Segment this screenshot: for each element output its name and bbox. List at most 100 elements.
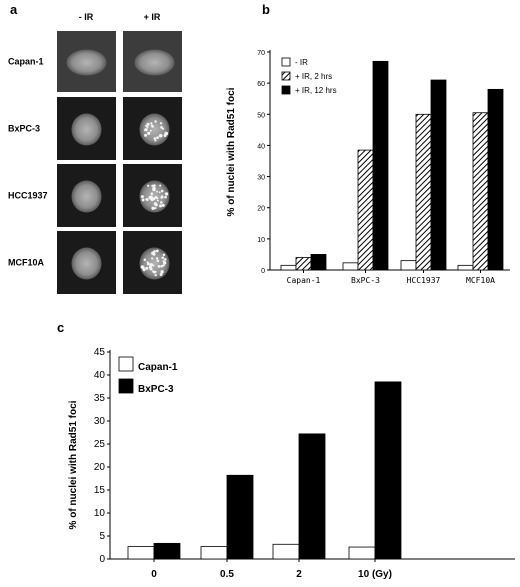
- rad51-focus-dot: [156, 197, 159, 200]
- bar-ir-hcc1937: [400, 260, 417, 271]
- panel-c: c % of nuclei with Rad51 foci 0510152025…: [57, 320, 515, 580]
- rad51-focus-dot: [162, 264, 165, 267]
- legend-label-ir: - IR: [295, 58, 308, 67]
- rad51-focus-dot: [146, 262, 150, 266]
- rad51-focus-dot: [152, 270, 155, 273]
- rad51-focus-dot: [158, 133, 163, 138]
- rad51-focus-dot: [147, 184, 150, 187]
- rad51-focus-dot: [156, 259, 160, 263]
- rad51-focus-dot: [162, 253, 166, 257]
- rad51-focus-dot: [141, 198, 145, 202]
- bar-ir-12-hrs-mcf10a: [487, 88, 504, 271]
- panel-c-letter: c: [57, 320, 64, 335]
- rad51-focus-dot: [159, 204, 163, 208]
- nucleus-bxpc-3-minus-ir: [71, 113, 102, 146]
- rad51-focus-dot: [160, 264, 164, 268]
- rad51-focus-dot: [154, 207, 157, 210]
- panel-a: a - IR + IR Capan-1 BxPC-3 HCC1937 MCF10A: [8, 2, 182, 294]
- panel-a-letter: a: [10, 2, 18, 17]
- chartB-y-tick-label: 40: [257, 143, 265, 150]
- nucleus-bxpc-3-plus-ir: [139, 113, 170, 146]
- bar-ir-2-hrs-capan-1: [295, 257, 312, 271]
- rad51-focus-dot: [150, 124, 153, 127]
- legend-label-ir-12-hrs: + IR, 12 hrs: [295, 86, 337, 95]
- chartC-y-tick-label: 35: [94, 393, 106, 404]
- rad51-focus-dot: [153, 137, 157, 140]
- chartC-y-tick-label: 30: [94, 416, 106, 427]
- rad51-focus-dot: [160, 195, 164, 199]
- category-label-bxpc-3: BxPC-3: [351, 276, 380, 285]
- chartC-y-tick-label: 10: [94, 508, 106, 519]
- bar-ir-capan-1: [280, 264, 297, 271]
- col-header-minus-ir: - IR: [79, 12, 94, 22]
- bar-bxpc-3-0-5: [226, 474, 254, 560]
- rad51-focus-dot: [145, 198, 149, 201]
- rad51-focus-dot: [156, 136, 159, 140]
- rad51-focus-dot: [158, 265, 161, 268]
- legend-label-bxpc-3: BxPC-3: [138, 384, 174, 395]
- category-label-mcf10a: MCF10A: [466, 276, 495, 285]
- chartB-y-tick-label: 60: [257, 81, 265, 88]
- rad51-focus-dot: [152, 197, 156, 201]
- chartC-y-tick-label: 0: [99, 554, 105, 565]
- rad51-focus-dot: [154, 120, 157, 123]
- rad51-focus-dot: [150, 195, 153, 198]
- rad51-focus-dot: [149, 267, 153, 271]
- bar-capan-1-0: [127, 546, 155, 560]
- category-label-0-5: 0.5: [220, 569, 234, 580]
- rad51-focus-dot: [155, 257, 159, 260]
- nucleus-hcc1937-plus-ir: [139, 180, 170, 213]
- nucleus-mcf10a-minus-ir: [71, 247, 102, 280]
- legend-label-capan-1: Capan-1: [138, 362, 178, 373]
- rad51-focus-dot: [162, 260, 165, 262]
- rad51-focus-dot: [142, 268, 146, 272]
- rad51-focus-dot: [143, 258, 147, 262]
- rad51-focus-dot: [160, 189, 164, 193]
- rad51-focus-dot: [154, 270, 157, 273]
- rad51-focus-dot: [159, 122, 163, 125]
- row-label-mcf10a: MCF10A: [8, 258, 45, 268]
- bar-capan-1-0-5: [200, 546, 228, 560]
- rad51-focus-dot: [152, 186, 156, 191]
- rad51-focus-dot: [150, 122, 153, 125]
- legend-swatch-capan-1: [118, 356, 134, 372]
- rad51-focus-dot: [154, 139, 157, 142]
- rad51-focus-dot: [158, 191, 161, 194]
- rad51-focus-dot: [146, 126, 149, 129]
- rad51-focus-dot: [156, 199, 159, 202]
- legend-swatch-ir: [281, 57, 291, 67]
- panel-c-chart: 0 5 10 15 20 25 30 35 40 45 0 0.5 2 10 (Gy) Capan-1 BxP…: [94, 347, 515, 580]
- legend-swatch-ir-12-hrs: [281, 85, 291, 95]
- rad51-focus-dot: [151, 206, 155, 210]
- chartC-y-tick-label: 40: [94, 370, 106, 381]
- rad51-focus-dot: [146, 122, 150, 126]
- chartB-y-tick-label: 30: [257, 175, 265, 182]
- category-label-hcc1937: HCC1937: [407, 276, 441, 285]
- bar-ir-mcf10a: [457, 264, 474, 271]
- bar-bxpc-3-0: [153, 542, 181, 560]
- rad51-focus-dot: [144, 133, 148, 137]
- rad51-focus-dot: [147, 131, 151, 135]
- panel-b-chart: 0 10 20 30 40 50 60 70 Capan-1 BxPC-3 HCC1937 MCF10…: [257, 50, 510, 285]
- rad51-focus-dot: [149, 129, 152, 132]
- row-label-bxpc-3: BxPC-3: [8, 124, 40, 134]
- bar-capan-1-2: [272, 543, 300, 560]
- rad51-focus-dot: [140, 195, 144, 199]
- bar-ir-2-hrs-bxpc-3: [357, 149, 374, 271]
- chartC-y-tick-label: 45: [94, 347, 106, 358]
- chartB-y-tick-label: 20: [257, 206, 265, 213]
- rad51-focus-dot: [164, 258, 167, 261]
- rad51-focus-dot: [151, 184, 154, 188]
- bar-bxpc-3-2: [298, 433, 326, 560]
- panel-b-letter: b: [262, 2, 270, 17]
- rad51-focus-dot: [164, 195, 167, 199]
- bar-ir-12-hrs-bxpc-3: [372, 60, 389, 271]
- rad51-focus-dot: [145, 266, 149, 270]
- row-label-capan-1: Capan-1: [8, 57, 44, 67]
- nucleus-hcc1937-minus-ir: [71, 180, 102, 213]
- chartB-y-tick-label: 70: [257, 50, 265, 57]
- bar-ir-12-hrs-capan-1: [310, 254, 327, 271]
- rad51-focus-dot: [164, 134, 167, 137]
- chartC-y-tick-label: 15: [94, 485, 106, 496]
